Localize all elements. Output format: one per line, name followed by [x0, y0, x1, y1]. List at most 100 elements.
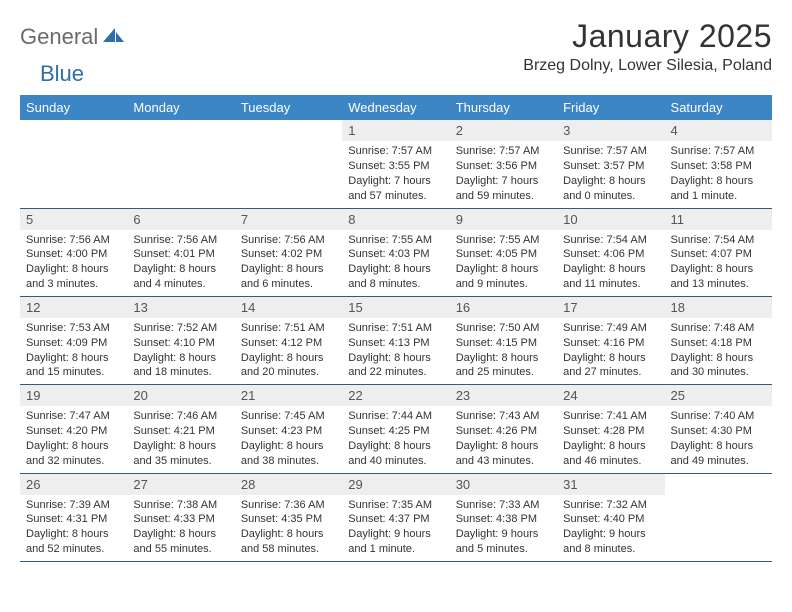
- calendar-week-row: 26Sunrise: 7:39 AMSunset: 4:31 PMDayligh…: [20, 473, 772, 561]
- day-details: Sunrise: 7:56 AMSunset: 4:00 PMDaylight:…: [20, 230, 127, 296]
- day-details: Sunrise: 7:57 AMSunset: 3:56 PMDaylight:…: [450, 141, 557, 207]
- day-number: 9: [450, 209, 557, 230]
- day-details: Sunrise: 7:57 AMSunset: 3:57 PMDaylight:…: [557, 141, 664, 207]
- day-number: 29: [342, 474, 449, 495]
- calendar-day-cell: 26Sunrise: 7:39 AMSunset: 4:31 PMDayligh…: [20, 473, 127, 561]
- day-number: 21: [235, 385, 342, 406]
- day-details: Sunrise: 7:39 AMSunset: 4:31 PMDaylight:…: [20, 495, 127, 561]
- day-details: Sunrise: 7:32 AMSunset: 4:40 PMDaylight:…: [557, 495, 664, 561]
- day-number: 16: [450, 297, 557, 318]
- calendar-day-cell: 8Sunrise: 7:55 AMSunset: 4:03 PMDaylight…: [342, 208, 449, 296]
- calendar-day-cell: 27Sunrise: 7:38 AMSunset: 4:33 PMDayligh…: [127, 473, 234, 561]
- day-number: 6: [127, 209, 234, 230]
- day-number: 15: [342, 297, 449, 318]
- calendar-day-cell: 29Sunrise: 7:35 AMSunset: 4:37 PMDayligh…: [342, 473, 449, 561]
- day-number: 28: [235, 474, 342, 495]
- day-number: 30: [450, 474, 557, 495]
- day-number: 24: [557, 385, 664, 406]
- day-details: Sunrise: 7:45 AMSunset: 4:23 PMDaylight:…: [235, 406, 342, 472]
- logo-text-general: General: [20, 24, 98, 50]
- location-subtitle: Brzeg Dolny, Lower Silesia, Poland: [523, 57, 772, 75]
- calendar-day-cell: 2Sunrise: 7:57 AMSunset: 3:56 PMDaylight…: [450, 120, 557, 208]
- day-details: Sunrise: 7:40 AMSunset: 4:30 PMDaylight:…: [665, 406, 772, 472]
- day-number: 31: [557, 474, 664, 495]
- calendar-week-row: 19Sunrise: 7:47 AMSunset: 4:20 PMDayligh…: [20, 385, 772, 473]
- calendar-day-cell: 19Sunrise: 7:47 AMSunset: 4:20 PMDayligh…: [20, 385, 127, 473]
- logo-sail-icon: [103, 26, 125, 49]
- calendar-day-cell: 15Sunrise: 7:51 AMSunset: 4:13 PMDayligh…: [342, 296, 449, 384]
- weekday-header: Sunday: [20, 95, 127, 120]
- calendar-day-cell: 28Sunrise: 7:36 AMSunset: 4:35 PMDayligh…: [235, 473, 342, 561]
- calendar-day-cell: 11Sunrise: 7:54 AMSunset: 4:07 PMDayligh…: [665, 208, 772, 296]
- calendar-day-cell: 18Sunrise: 7:48 AMSunset: 4:18 PMDayligh…: [665, 296, 772, 384]
- weekday-header: Wednesday: [342, 95, 449, 120]
- calendar-day-cell: 12Sunrise: 7:53 AMSunset: 4:09 PMDayligh…: [20, 296, 127, 384]
- weekday-header: Thursday: [450, 95, 557, 120]
- calendar-day-cell: 31Sunrise: 7:32 AMSunset: 4:40 PMDayligh…: [557, 473, 664, 561]
- calendar-day-cell: 5Sunrise: 7:56 AMSunset: 4:00 PMDaylight…: [20, 208, 127, 296]
- calendar-day-cell: 7Sunrise: 7:56 AMSunset: 4:02 PMDaylight…: [235, 208, 342, 296]
- calendar-header-row: SundayMondayTuesdayWednesdayThursdayFrid…: [20, 95, 772, 120]
- day-number: 12: [20, 297, 127, 318]
- calendar-day-cell: ..: [665, 473, 772, 561]
- day-number: 27: [127, 474, 234, 495]
- weekday-header: Friday: [557, 95, 664, 120]
- day-number: 19: [20, 385, 127, 406]
- day-details: Sunrise: 7:51 AMSunset: 4:12 PMDaylight:…: [235, 318, 342, 384]
- day-details: Sunrise: 7:56 AMSunset: 4:01 PMDaylight:…: [127, 230, 234, 296]
- day-details: Sunrise: 7:47 AMSunset: 4:20 PMDaylight:…: [20, 406, 127, 472]
- calendar-day-cell: ..: [235, 120, 342, 208]
- title-block: January 2025 Brzeg Dolny, Lower Silesia,…: [523, 18, 772, 75]
- day-number: 4: [665, 120, 772, 141]
- calendar-day-cell: 21Sunrise: 7:45 AMSunset: 4:23 PMDayligh…: [235, 385, 342, 473]
- calendar-day-cell: 24Sunrise: 7:41 AMSunset: 4:28 PMDayligh…: [557, 385, 664, 473]
- day-number: 5: [20, 209, 127, 230]
- calendar-day-cell: 16Sunrise: 7:50 AMSunset: 4:15 PMDayligh…: [450, 296, 557, 384]
- day-number: 20: [127, 385, 234, 406]
- day-details: Sunrise: 7:52 AMSunset: 4:10 PMDaylight:…: [127, 318, 234, 384]
- day-number: 17: [557, 297, 664, 318]
- day-details: Sunrise: 7:33 AMSunset: 4:38 PMDaylight:…: [450, 495, 557, 561]
- calendar-day-cell: 10Sunrise: 7:54 AMSunset: 4:06 PMDayligh…: [557, 208, 664, 296]
- calendar-day-cell: 17Sunrise: 7:49 AMSunset: 4:16 PMDayligh…: [557, 296, 664, 384]
- calendar-table: SundayMondayTuesdayWednesdayThursdayFrid…: [20, 95, 772, 562]
- calendar-day-cell: 9Sunrise: 7:55 AMSunset: 4:05 PMDaylight…: [450, 208, 557, 296]
- day-number: 23: [450, 385, 557, 406]
- calendar-week-row: ......1Sunrise: 7:57 AMSunset: 3:55 PMDa…: [20, 120, 772, 208]
- day-number: 8: [342, 209, 449, 230]
- month-title: January 2025: [523, 18, 772, 55]
- calendar-day-cell: 14Sunrise: 7:51 AMSunset: 4:12 PMDayligh…: [235, 296, 342, 384]
- weekday-header: Tuesday: [235, 95, 342, 120]
- day-details: Sunrise: 7:36 AMSunset: 4:35 PMDaylight:…: [235, 495, 342, 561]
- day-details: Sunrise: 7:54 AMSunset: 4:06 PMDaylight:…: [557, 230, 664, 296]
- calendar-day-cell: 30Sunrise: 7:33 AMSunset: 4:38 PMDayligh…: [450, 473, 557, 561]
- day-details: Sunrise: 7:54 AMSunset: 4:07 PMDaylight:…: [665, 230, 772, 296]
- day-details: Sunrise: 7:50 AMSunset: 4:15 PMDaylight:…: [450, 318, 557, 384]
- calendar-day-cell: 23Sunrise: 7:43 AMSunset: 4:26 PMDayligh…: [450, 385, 557, 473]
- day-number: 10: [557, 209, 664, 230]
- day-details: Sunrise: 7:56 AMSunset: 4:02 PMDaylight:…: [235, 230, 342, 296]
- day-number: 11: [665, 209, 772, 230]
- calendar-week-row: 5Sunrise: 7:56 AMSunset: 4:00 PMDaylight…: [20, 208, 772, 296]
- day-details: Sunrise: 7:57 AMSunset: 3:58 PMDaylight:…: [665, 141, 772, 207]
- calendar-day-cell: 1Sunrise: 7:57 AMSunset: 3:55 PMDaylight…: [342, 120, 449, 208]
- calendar-day-cell: ..: [127, 120, 234, 208]
- calendar-day-cell: ..: [20, 120, 127, 208]
- logo: General: [20, 18, 128, 50]
- day-number: 25: [665, 385, 772, 406]
- day-details: Sunrise: 7:46 AMSunset: 4:21 PMDaylight:…: [127, 406, 234, 472]
- day-details: Sunrise: 7:38 AMSunset: 4:33 PMDaylight:…: [127, 495, 234, 561]
- day-details: Sunrise: 7:49 AMSunset: 4:16 PMDaylight:…: [557, 318, 664, 384]
- calendar-body: ......1Sunrise: 7:57 AMSunset: 3:55 PMDa…: [20, 120, 772, 562]
- day-details: Sunrise: 7:51 AMSunset: 4:13 PMDaylight:…: [342, 318, 449, 384]
- day-details: Sunrise: 7:53 AMSunset: 4:09 PMDaylight:…: [20, 318, 127, 384]
- day-number: 26: [20, 474, 127, 495]
- day-details: Sunrise: 7:43 AMSunset: 4:26 PMDaylight:…: [450, 406, 557, 472]
- logo-text-blue: Blue: [40, 61, 84, 86]
- calendar-day-cell: 20Sunrise: 7:46 AMSunset: 4:21 PMDayligh…: [127, 385, 234, 473]
- day-details: Sunrise: 7:57 AMSunset: 3:55 PMDaylight:…: [342, 141, 449, 207]
- calendar-day-cell: 13Sunrise: 7:52 AMSunset: 4:10 PMDayligh…: [127, 296, 234, 384]
- day-number: 14: [235, 297, 342, 318]
- day-details: Sunrise: 7:35 AMSunset: 4:37 PMDaylight:…: [342, 495, 449, 561]
- day-number: 1: [342, 120, 449, 141]
